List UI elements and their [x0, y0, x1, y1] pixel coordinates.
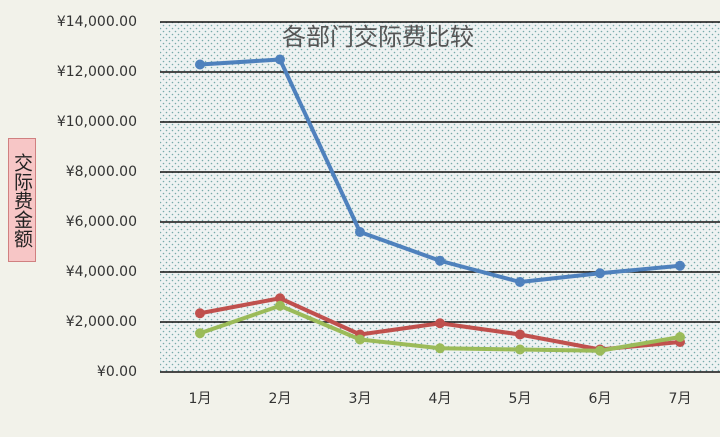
- point: [515, 277, 525, 287]
- x-tick-label: 2月: [269, 391, 292, 407]
- point: [355, 334, 365, 345]
- point: [435, 343, 445, 354]
- point: [515, 344, 525, 355]
- y-tick-label: ¥10,000.00: [57, 114, 137, 130]
- point: [595, 345, 605, 356]
- point: [195, 328, 205, 339]
- y-tick-label: ¥8,000.00: [66, 164, 137, 180]
- x-tick-label: 5月: [509, 391, 532, 407]
- y-tick-label: ¥12,000.00: [57, 64, 137, 80]
- point: [595, 268, 605, 279]
- chart-title: 各部门交际费比较: [282, 23, 474, 51]
- point: [675, 260, 685, 271]
- point: [355, 227, 365, 237]
- point: [275, 300, 285, 311]
- x-tick-label: 7月: [669, 391, 692, 407]
- y-tick-label: ¥14,000.00: [57, 14, 137, 30]
- point: [435, 318, 445, 329]
- y-tick-label: ¥2,000.00: [66, 314, 137, 330]
- y-tick-label: ¥4,000.00: [66, 264, 137, 280]
- point: [275, 54, 285, 65]
- point: [195, 59, 205, 70]
- x-tick-label: 6月: [589, 391, 612, 407]
- x-tick-label: 1月: [189, 391, 212, 407]
- y-axis-label: 交际费金额: [8, 138, 36, 262]
- x-tick-label: 4月: [429, 391, 452, 407]
- point: [435, 255, 445, 266]
- point: [195, 308, 205, 319]
- x-tick-label: 3月: [349, 391, 372, 407]
- y-tick-label: ¥0.00: [97, 364, 137, 380]
- point: [675, 332, 685, 342]
- y-tick-label: ¥6,000.00: [66, 214, 137, 230]
- point: [515, 329, 525, 340]
- point: [275, 293, 285, 304]
